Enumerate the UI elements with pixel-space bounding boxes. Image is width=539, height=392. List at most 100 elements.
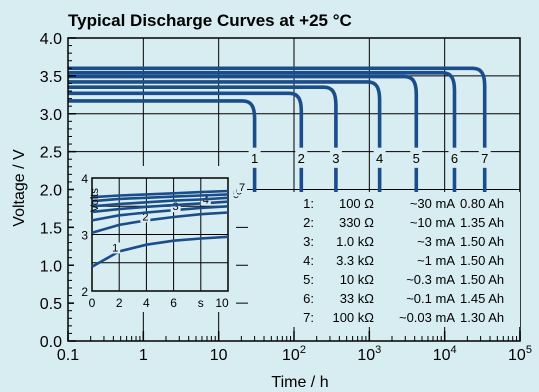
- inset-label-background: [110, 242, 121, 254]
- curve-label-background: [373, 147, 386, 168]
- curve-label-background: [295, 147, 308, 168]
- curve-label-3: 3: [332, 151, 339, 166]
- inset-curve-3: [91, 205, 229, 222]
- x-tick-base: 1: [139, 347, 148, 364]
- discharge-curves: 1 2 3 4 5 6 7: [68, 66, 491, 194]
- x-tick-base: 10: [357, 347, 375, 364]
- curve-label-4: 4: [376, 151, 383, 166]
- inset-x-axis-label: s: [198, 296, 204, 310]
- curve-label-background: [248, 147, 261, 168]
- curve-label-2: 2: [298, 151, 305, 166]
- x-tick-base: 10: [433, 347, 451, 364]
- curve-label-background: [448, 147, 461, 168]
- x-tick-base: 10: [210, 347, 228, 364]
- legend-capacity: 1.45 Ah: [460, 291, 504, 306]
- curve-label-6: 6: [451, 151, 458, 166]
- y-tick-label: 2.5: [40, 145, 62, 162]
- x-tick-base: 0.1: [57, 347, 79, 364]
- legend-capacity: 1.35 Ah: [460, 215, 504, 230]
- legend-current: ~1 mA: [417, 253, 455, 268]
- y-tick-label: 1.5: [40, 220, 62, 237]
- legend-number: 4:: [303, 253, 314, 268]
- legend-current: ~30 mA: [410, 196, 455, 211]
- legend-capacity: 1.50 Ah: [460, 234, 504, 249]
- inset-x-tick-label: 2: [116, 296, 123, 310]
- inset-x-tick-label: 0: [89, 296, 96, 310]
- x-tick-exponent: 4: [451, 344, 457, 356]
- legend-number: 3:: [303, 234, 314, 249]
- inset-x-tick-label: 10: [215, 296, 229, 310]
- legend-capacity: 1.30 Ah: [460, 310, 504, 325]
- legend-resistance: 100 kΩ: [332, 310, 374, 325]
- curve-label-5: 5: [413, 151, 420, 166]
- inset-curve-1: [91, 235, 229, 268]
- legend-current: ~0.03 mA: [399, 310, 455, 325]
- y-tick-label: 2.0: [40, 183, 62, 200]
- x-axis-label: Time / h: [271, 374, 328, 391]
- inset-frame: [91, 177, 229, 292]
- legend-current: ~3 mA: [417, 234, 455, 249]
- x-tick-label: 102: [282, 344, 306, 364]
- inset-curve-7: [91, 189, 229, 199]
- x-tick-label: 1: [139, 347, 148, 364]
- discharge-curve-6: [68, 71, 457, 148]
- legend-resistance: 100 Ω: [339, 196, 374, 211]
- inset-chart: 1234567024610s234Volts: [74, 166, 247, 312]
- discharge-curve-1: [68, 99, 257, 148]
- discharge-curve-3: [68, 85, 338, 148]
- chart-title: Typical Discharge Curves at +25 °C: [68, 11, 352, 30]
- discharge-curve-7: [68, 66, 487, 148]
- legend-number: 1:: [303, 196, 314, 211]
- legend-resistance: 10 kΩ: [340, 272, 375, 287]
- legend-resistance: 3.3 kΩ: [336, 253, 374, 268]
- legend-number: 6:: [303, 291, 314, 306]
- y-tick-label: 4.0: [40, 31, 62, 48]
- legend: 1: 100 Ω ~30 mA 0.80 Ah 2: 330 Ω ~10 mA 1.35 Ah…: [248, 192, 520, 327]
- legend-resistance: 33 kΩ: [340, 291, 375, 306]
- inset-curve-label-7: 7: [239, 182, 245, 194]
- inset-curve-2: [91, 211, 229, 235]
- discharge-curve-2: [68, 91, 304, 148]
- x-tick-label: 0.1: [57, 347, 79, 364]
- y-tick-label: 1.0: [40, 258, 62, 275]
- x-tick-exponent: 5: [526, 344, 532, 356]
- curve-label-background: [329, 147, 342, 168]
- legend-number: 5:: [303, 272, 314, 287]
- inset-label-background: [140, 211, 151, 223]
- x-tick-label: 10: [210, 347, 228, 364]
- inset-curve-label-3: 3: [173, 201, 179, 213]
- legend-current: ~0.3 mA: [406, 272, 455, 287]
- legend-capacity: 1.50 Ah: [460, 253, 504, 268]
- legend-current: ~0.1 mA: [406, 291, 455, 306]
- y-tick-label: 3.0: [40, 107, 62, 124]
- discharge-curve-4: [68, 80, 382, 148]
- y-axis-label: Voltage / V: [11, 149, 28, 227]
- legend-number: 7:: [303, 310, 314, 325]
- x-tick-label: 105: [508, 344, 532, 364]
- curve-label-1: 1: [251, 151, 258, 166]
- legend-number: 2:: [303, 215, 314, 230]
- curve-label-background: [478, 147, 491, 168]
- inset-label-background: [237, 181, 247, 193]
- x-tick-base: 10: [508, 347, 526, 364]
- inset-label-background: [170, 201, 181, 213]
- inset-x-tick-label: 6: [170, 296, 177, 310]
- axes: 0.00.51.01.52.02.53.03.54.00.1 1 10 102 103 1…: [40, 31, 532, 364]
- inset-y-tick-label: 2: [81, 285, 88, 299]
- inset-curve-label-2: 2: [142, 211, 148, 223]
- discharge-curve-5: [68, 74, 419, 148]
- curve-label-7: 7: [481, 151, 488, 166]
- inset-curve-5: [91, 196, 229, 208]
- inset-x-tick-label: 4: [143, 296, 150, 310]
- y-tick-label: 0.0: [40, 334, 62, 351]
- x-tick-label: 104: [433, 344, 457, 364]
- x-tick-exponent: 2: [300, 344, 306, 356]
- x-tick-exponent: 3: [375, 344, 381, 356]
- legend-background: [248, 192, 520, 327]
- y-tick-label: 0.5: [40, 296, 62, 313]
- curve-label-background: [410, 147, 423, 168]
- inset-curve-6: [91, 193, 229, 203]
- legend-resistance: 330 Ω: [339, 215, 374, 230]
- legend-current: ~10 mA: [410, 215, 455, 230]
